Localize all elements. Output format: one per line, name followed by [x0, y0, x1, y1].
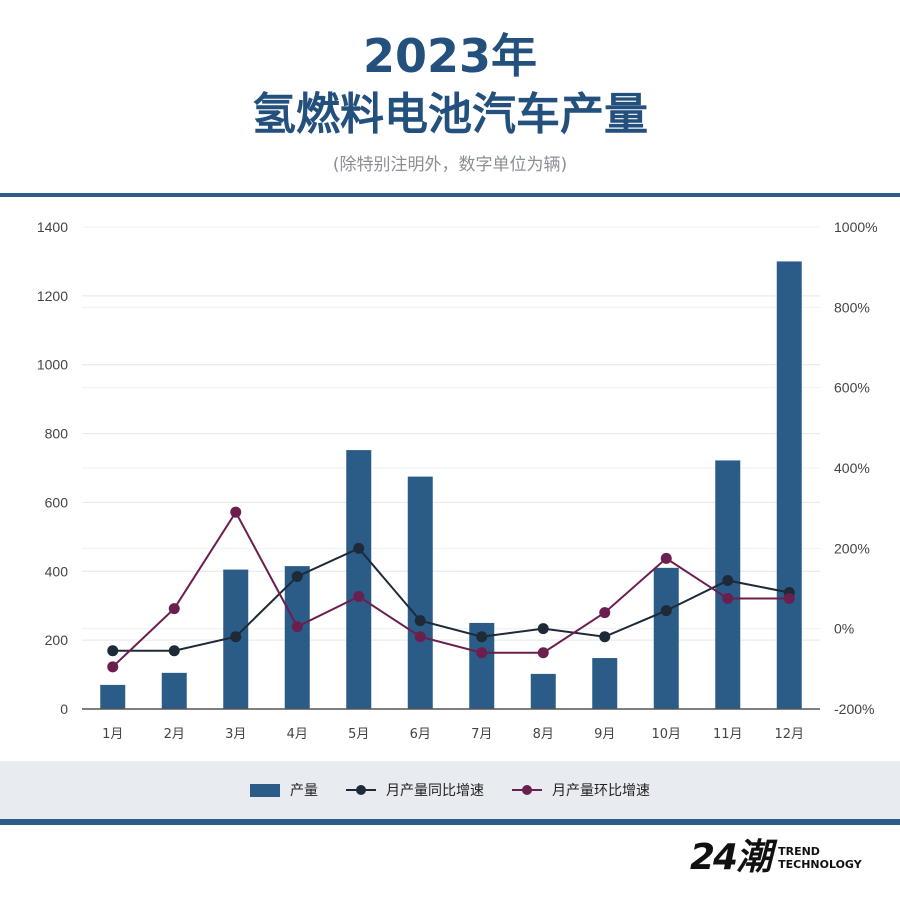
y-right-tick-label: 1000%: [834, 219, 878, 235]
production-bar: [284, 566, 310, 709]
production-bar: [100, 684, 126, 709]
x-tick-label: 10月: [651, 727, 681, 742]
brand-logo: 24潮 TREND TECHNOLOGY: [690, 838, 862, 878]
legend-yoy-swatch: [346, 784, 376, 796]
x-tick-label: 4月: [287, 727, 308, 742]
y-right-tick-label: 0%: [834, 621, 854, 637]
mom-point: [168, 603, 180, 615]
yoy-point: [537, 623, 549, 635]
legend-mom-swatch: [512, 784, 542, 796]
bar-series: [100, 261, 802, 709]
top-divider: [0, 193, 900, 197]
x-tick-label: 12月: [774, 727, 804, 742]
yoy-point: [414, 615, 426, 627]
legend-item-mom: 月产量环比增速: [512, 780, 650, 800]
y-left-tick-label: 200: [45, 632, 69, 648]
yoy-point: [660, 605, 672, 617]
grid-lines: [82, 226, 820, 710]
x-tick-label: 2月: [164, 727, 185, 742]
y-right-tick-label: 200%: [834, 540, 870, 556]
x-tick-label: 6月: [410, 727, 431, 742]
legend-label-mom: 月产量环比增速: [552, 783, 650, 799]
yoy-point: [107, 645, 119, 657]
y-right-tick-label: 400%: [834, 460, 870, 476]
mom-point: [291, 621, 303, 633]
y-left-tick-label: 1000: [37, 357, 68, 373]
y-right-tick-label: 600%: [834, 380, 870, 396]
legend-item-yoy: 月产量同比增速: [346, 780, 484, 800]
x-tick-label: 8月: [533, 727, 554, 742]
chart-title-year: 2023年: [362, 29, 538, 83]
legend-item-production: 产量: [250, 780, 318, 800]
yoy-point: [168, 645, 180, 657]
chart-area: 0 200 400 600 800 1000 1200 1400 -200% 0% 200% 400%…: [37, 219, 878, 742]
yoy-point: [599, 631, 611, 643]
yoy-point: [230, 631, 242, 643]
logo-line2: TECHNOLOGY: [778, 858, 862, 871]
mom-point: [476, 647, 488, 659]
legend: 产量 月产量同比增速 月产量环比增速: [0, 761, 900, 819]
production-bar: [407, 476, 433, 709]
production-bar: [653, 567, 679, 709]
bottom-divider: [0, 819, 900, 825]
y-left-tick-label: 1400: [37, 219, 68, 235]
chart-title: 氢燃料电池汽车产量: [252, 89, 648, 140]
y-right-tick-label: 800%: [834, 299, 870, 315]
legend-label-production: 产量: [290, 783, 318, 799]
yoy-point: [722, 574, 734, 586]
y-left-tick-label: 800: [45, 426, 69, 442]
unit-note: (除特别注明外，数字单位为辆): [332, 155, 568, 175]
mom-point: [783, 593, 795, 605]
mom-point: [537, 647, 549, 659]
mom-line: [112, 510, 790, 668]
legend-bar-swatch: [250, 783, 280, 797]
mom-point: [230, 506, 242, 518]
x-tick-label: 3月: [225, 727, 246, 742]
x-tick-label: 7月: [471, 727, 492, 742]
legend-label-yoy: 月产量同比增速: [386, 783, 484, 799]
logo-text: TREND TECHNOLOGY: [778, 845, 862, 871]
line-series: [107, 506, 795, 673]
y-left-tick-label: 1200: [37, 288, 68, 304]
production-bar: [530, 673, 556, 709]
production-bar: [161, 672, 187, 709]
production-bar: [592, 658, 618, 709]
x-tick-label: 5月: [348, 727, 369, 742]
mom-point: [353, 591, 365, 603]
mom-point: [414, 631, 426, 643]
production-bar: [346, 450, 372, 709]
production-bar: [776, 261, 802, 709]
yoy-point: [476, 631, 488, 643]
axes: 0 200 400 600 800 1000 1200 1400 -200% 0% 200% 400%…: [37, 219, 878, 742]
yoy-line: [112, 547, 790, 652]
yoy-point: [291, 570, 303, 582]
y-left-tick-label: 600: [45, 494, 69, 510]
title-block: 2023年 氢燃料电池汽车产量 (除特别注明外，数字单位为辆): [0, 28, 900, 175]
mom-point: [660, 552, 672, 564]
yoy-point: [353, 542, 365, 554]
y-left-tick-label: 0: [60, 701, 68, 717]
logo-mark: 24潮: [690, 837, 772, 878]
legend-band: 产量 月产量同比增速 月产量环比增速: [0, 761, 900, 819]
x-tick-label: 11月: [713, 727, 743, 742]
mom-point: [599, 607, 611, 619]
y-left-tick-label: 400: [45, 563, 69, 579]
y-right-tick-label: -200%: [834, 701, 874, 717]
x-tick-label: 9月: [594, 727, 615, 742]
mom-point: [722, 593, 734, 605]
logo-line1: TREND: [778, 845, 820, 858]
mom-point: [107, 661, 119, 673]
x-tick-label: 1月: [102, 727, 123, 742]
